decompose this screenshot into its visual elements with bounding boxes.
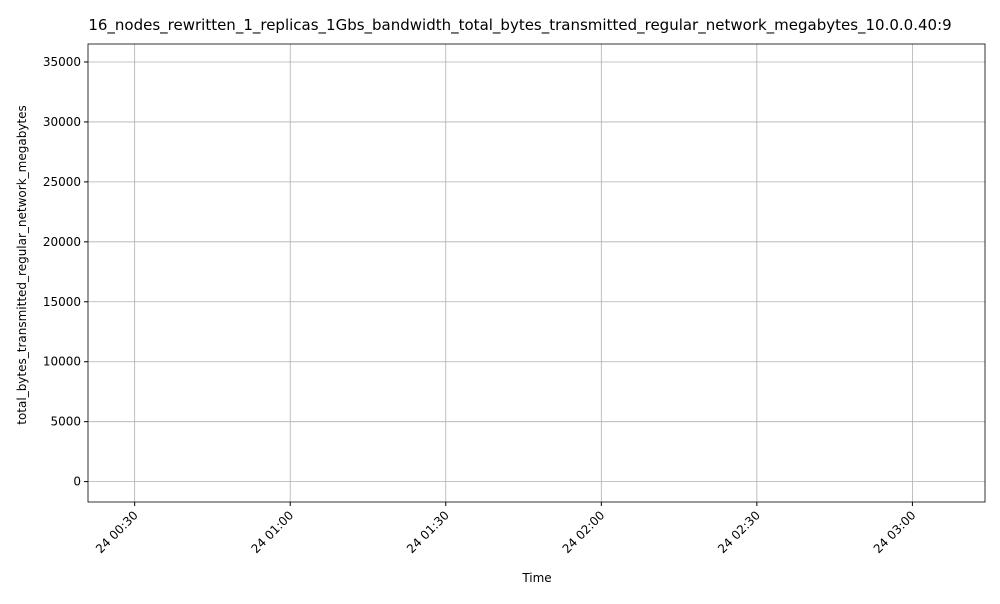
y-tick-label: 10000 — [43, 355, 81, 369]
plot-frame — [87, 43, 986, 503]
y-tick-label: 35000 — [43, 55, 81, 69]
y-tick-label: 30000 — [43, 115, 81, 129]
y-axis-label: total_bytes_transmitted_regular_network_… — [15, 105, 29, 425]
y-tick-label: 0 — [73, 475, 81, 489]
x-axis-label: Time — [521, 571, 551, 585]
x-tick-label: 24 01:00 — [248, 508, 296, 556]
x-tick-label: 24 00:30 — [93, 508, 141, 556]
chart-title: 16_nodes_rewritten_1_replicas_1Gbs_bandw… — [88, 16, 951, 35]
y-tick-label: 25000 — [43, 175, 81, 189]
y-tick-label: 20000 — [43, 235, 81, 249]
x-tick-label: 24 01:30 — [404, 508, 452, 556]
x-tick-label: 24 02:00 — [560, 508, 608, 556]
x-tick-label: 24 03:00 — [871, 508, 919, 556]
x-tick-label: 24 02:30 — [715, 508, 763, 556]
y-tick-label: 5000 — [50, 415, 81, 429]
y-tick-label: 15000 — [43, 295, 81, 309]
